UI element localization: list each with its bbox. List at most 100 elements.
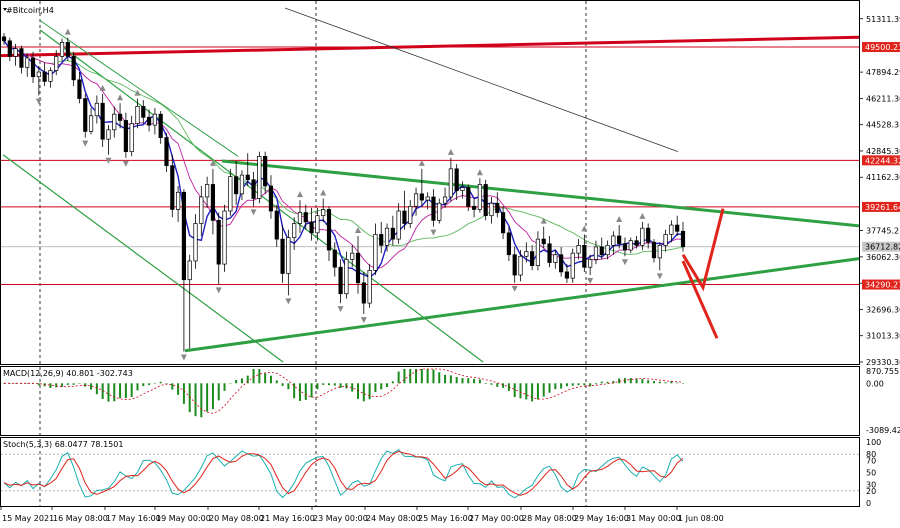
- candle[interactable]: [274, 210, 279, 240]
- candle[interactable]: [59, 42, 65, 57]
- candle[interactable]: [448, 168, 453, 198]
- candle[interactable]: [489, 202, 494, 217]
- candle[interactable]: [361, 282, 366, 304]
- candle[interactable]: [54, 56, 59, 71]
- candle[interactable]: [141, 106, 146, 118]
- candle[interactable]: [611, 235, 616, 246]
- candle[interactable]: [640, 227, 645, 246]
- candle[interactable]: [48, 70, 53, 82]
- candle[interactable]: [367, 269, 372, 304]
- candle[interactable]: [657, 245, 662, 259]
- candle[interactable]: [506, 232, 511, 256]
- candle[interactable]: [292, 223, 297, 238]
- candle[interactable]: [564, 271, 570, 279]
- candle[interactable]: [77, 79, 82, 99]
- candle[interactable]: [326, 209, 332, 251]
- candle[interactable]: [605, 245, 610, 256]
- candle[interactable]: [384, 227, 390, 246]
- candle[interactable]: [135, 106, 140, 124]
- candle[interactable]: [303, 212, 308, 223]
- candle[interactable]: [117, 113, 123, 121]
- candle[interactable]: [651, 241, 657, 259]
- candle[interactable]: [152, 113, 157, 126]
- forecast-bearish-path[interactable]: [681, 260, 719, 339]
- candle[interactable]: [106, 129, 111, 140]
- candle[interactable]: [413, 193, 419, 207]
- candle[interactable]: [164, 137, 169, 167]
- candle[interactable]: [588, 259, 593, 268]
- candle[interactable]: [390, 227, 395, 240]
- candle[interactable]: [309, 221, 314, 234]
- candle[interactable]: [344, 259, 349, 295]
- candle[interactable]: [65, 42, 70, 57]
- candle[interactable]: [512, 254, 517, 276]
- candle[interactable]: [30, 57, 36, 78]
- candle[interactable]: [315, 215, 320, 234]
- candle[interactable]: [622, 243, 628, 251]
- candle[interactable]: [582, 245, 587, 268]
- candle[interactable]: [251, 179, 256, 199]
- title-dropdown-icon[interactable]: [3, 8, 7, 11]
- candle[interactable]: [634, 240, 639, 246]
- candle[interactable]: [181, 191, 186, 281]
- candle[interactable]: [112, 113, 117, 131]
- candle[interactable]: [570, 252, 575, 279]
- candle[interactable]: [471, 205, 477, 210]
- candle[interactable]: [663, 234, 668, 246]
- candle[interactable]: [628, 240, 633, 251]
- candle[interactable]: [245, 174, 250, 181]
- candle[interactable]: [129, 123, 134, 153]
- candle[interactable]: [280, 238, 285, 274]
- candle[interactable]: [617, 235, 622, 245]
- candle[interactable]: [234, 176, 239, 195]
- candle[interactable]: [437, 202, 442, 221]
- candle[interactable]: [425, 196, 430, 201]
- candle[interactable]: [501, 212, 506, 234]
- candle[interactable]: [576, 245, 581, 254]
- candle[interactable]: [373, 234, 378, 271]
- candle[interactable]: [332, 249, 337, 268]
- candle[interactable]: [83, 98, 88, 132]
- candle[interactable]: [460, 187, 465, 192]
- candle[interactable]: [7, 40, 12, 57]
- candle[interactable]: [524, 251, 529, 257]
- sloped-resistance-line[interactable]: [0, 35, 860, 58]
- candle[interactable]: [257, 155, 262, 199]
- candle[interactable]: [593, 246, 599, 260]
- candle[interactable]: [170, 165, 175, 210]
- candle[interactable]: [36, 71, 41, 78]
- candle[interactable]: [19, 48, 24, 68]
- candle[interactable]: [216, 220, 221, 265]
- candle[interactable]: [193, 223, 198, 262]
- candle[interactable]: [263, 155, 268, 187]
- candle[interactable]: [379, 234, 384, 246]
- candle[interactable]: [454, 168, 459, 192]
- candle[interactable]: [321, 209, 326, 217]
- candle[interactable]: [408, 205, 413, 224]
- candle[interactable]: [13, 48, 18, 57]
- candle[interactable]: [88, 115, 94, 132]
- candle[interactable]: [530, 251, 535, 267]
- candle[interactable]: [94, 102, 99, 117]
- candle[interactable]: [176, 191, 181, 210]
- candle[interactable]: [477, 184, 482, 210]
- candle[interactable]: [646, 227, 651, 243]
- candle[interactable]: [535, 238, 541, 267]
- candle[interactable]: [553, 254, 558, 263]
- candle[interactable]: [71, 56, 76, 81]
- candle[interactable]: [42, 71, 47, 82]
- candle[interactable]: [123, 120, 128, 153]
- candle[interactable]: [442, 196, 448, 204]
- candle[interactable]: [338, 266, 343, 295]
- candle[interactable]: [541, 238, 546, 245]
- candle[interactable]: [466, 187, 471, 207]
- candle[interactable]: [100, 102, 105, 140]
- candle[interactable]: [146, 116, 152, 126]
- candle[interactable]: [228, 176, 233, 212]
- candle[interactable]: [1, 36, 7, 42]
- candle[interactable]: [187, 260, 192, 281]
- candle[interactable]: [297, 212, 303, 224]
- candle[interactable]: [402, 210, 407, 224]
- candle[interactable]: [25, 57, 30, 68]
